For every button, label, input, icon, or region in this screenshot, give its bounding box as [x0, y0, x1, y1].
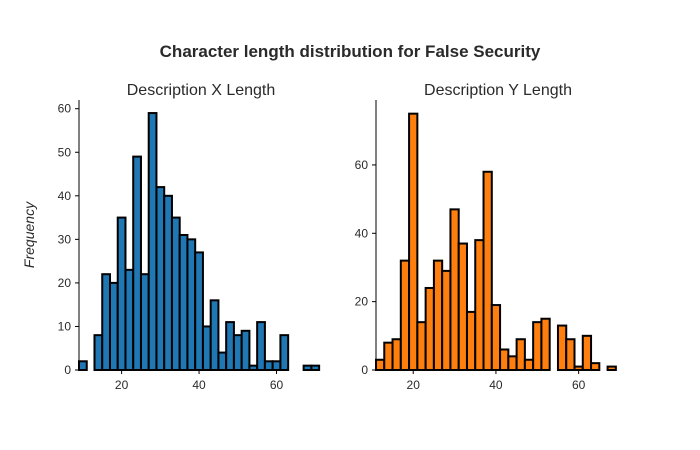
histogram-bar — [139, 273, 150, 371]
y-tick-label: 0 — [64, 363, 71, 377]
histogram-bar — [124, 268, 135, 371]
panel-description-y-length: Description Y Length 0 20 40 60 20 40 60 — [355, 82, 617, 392]
histogram-bar — [482, 170, 493, 371]
panel-description-x-length: Description X Length 0 10 20 30 40 50 60 20 40 60 — [58, 82, 321, 392]
histogram-bar — [606, 365, 617, 371]
y-tick-label: 10 — [58, 319, 72, 333]
x-tick-label: 60 — [572, 378, 586, 392]
histogram-bar — [201, 325, 212, 372]
histogram-bar — [457, 242, 468, 371]
y-axis-label: Frequency — [21, 201, 37, 268]
y-tick-label: 0 — [361, 363, 368, 377]
histogram-bar — [248, 364, 259, 371]
bars-description-y — [375, 112, 617, 372]
histogram-bar — [209, 299, 220, 372]
histogram-bar — [556, 324, 568, 372]
y-tick-label: 20 — [355, 295, 369, 309]
y-tick-label: 40 — [355, 226, 369, 240]
histogram-bar — [302, 364, 313, 371]
histogram-bar — [499, 348, 510, 371]
bars-description-x — [78, 112, 321, 372]
histogram-bar — [256, 321, 266, 372]
x-tick-label: 20 — [407, 378, 421, 392]
histogram-bar — [490, 304, 502, 371]
histogram-bar — [271, 360, 282, 372]
figure-title: Character length distribution for False … — [160, 42, 541, 61]
x-tick-label: 20 — [115, 378, 129, 392]
subplot-title-y: Description Y Length — [424, 82, 572, 99]
histogram-bar — [507, 355, 518, 371]
histogram-bar — [383, 341, 394, 372]
histogram-bar — [399, 259, 411, 372]
histogram-bar — [310, 364, 321, 371]
histogram-bar — [441, 269, 452, 372]
histogram-bar — [279, 334, 290, 372]
histogram-bar — [424, 286, 435, 371]
x-tick-label: 60 — [270, 378, 284, 392]
y-tick-label: 40 — [58, 189, 72, 203]
histogram-bar — [194, 251, 204, 371]
y-tick-label: 20 — [58, 276, 72, 290]
subplot-title-x: Description X Length — [127, 82, 276, 99]
histogram-bar — [225, 321, 235, 372]
histogram-bar — [391, 338, 402, 371]
y-tick-label: 60 — [355, 158, 369, 172]
histogram-bar — [217, 351, 228, 371]
axes-description-x: 0 10 20 30 40 50 60 20 40 60 — [58, 100, 284, 392]
histogram-bar — [163, 194, 173, 371]
histogram-bar — [474, 239, 485, 371]
axes-description-y: 0 20 40 60 20 40 60 — [355, 100, 586, 392]
histogram-bar — [101, 273, 111, 371]
x-tick-label: 40 — [489, 378, 503, 392]
histogram-bar — [565, 338, 576, 371]
histogram-bar — [155, 186, 166, 371]
histogram-bar — [108, 281, 119, 371]
histogram-bar — [178, 234, 189, 371]
histogram-bar — [132, 155, 142, 371]
histogram-bar — [590, 362, 601, 372]
histogram-bar — [232, 334, 243, 372]
histogram-bar — [523, 358, 535, 371]
histogram-bar — [581, 334, 593, 372]
histogram-bar — [240, 329, 251, 371]
histogram-bar — [432, 259, 444, 372]
histogram-bar — [170, 216, 181, 371]
histogram-bar — [78, 360, 88, 372]
y-tick-label: 60 — [58, 102, 72, 116]
histogram-bar — [263, 360, 274, 372]
x-tick-label: 40 — [192, 378, 206, 392]
histogram-bar — [408, 112, 419, 371]
histogram-bar — [465, 310, 477, 371]
histogram-bar — [147, 112, 158, 371]
histogram-bar — [515, 338, 526, 371]
histogram-bar — [532, 321, 543, 371]
y-tick-label: 50 — [58, 145, 72, 159]
histogram-bar — [573, 365, 584, 371]
histogram-bar — [416, 321, 427, 371]
histogram-bar — [449, 208, 460, 371]
histogram-bar — [186, 238, 197, 371]
histogram-bar — [116, 216, 127, 371]
histogram-bar — [375, 358, 386, 371]
histogram-bar — [93, 334, 104, 372]
y-tick-label: 30 — [58, 232, 72, 246]
histogram-bar — [540, 317, 551, 372]
